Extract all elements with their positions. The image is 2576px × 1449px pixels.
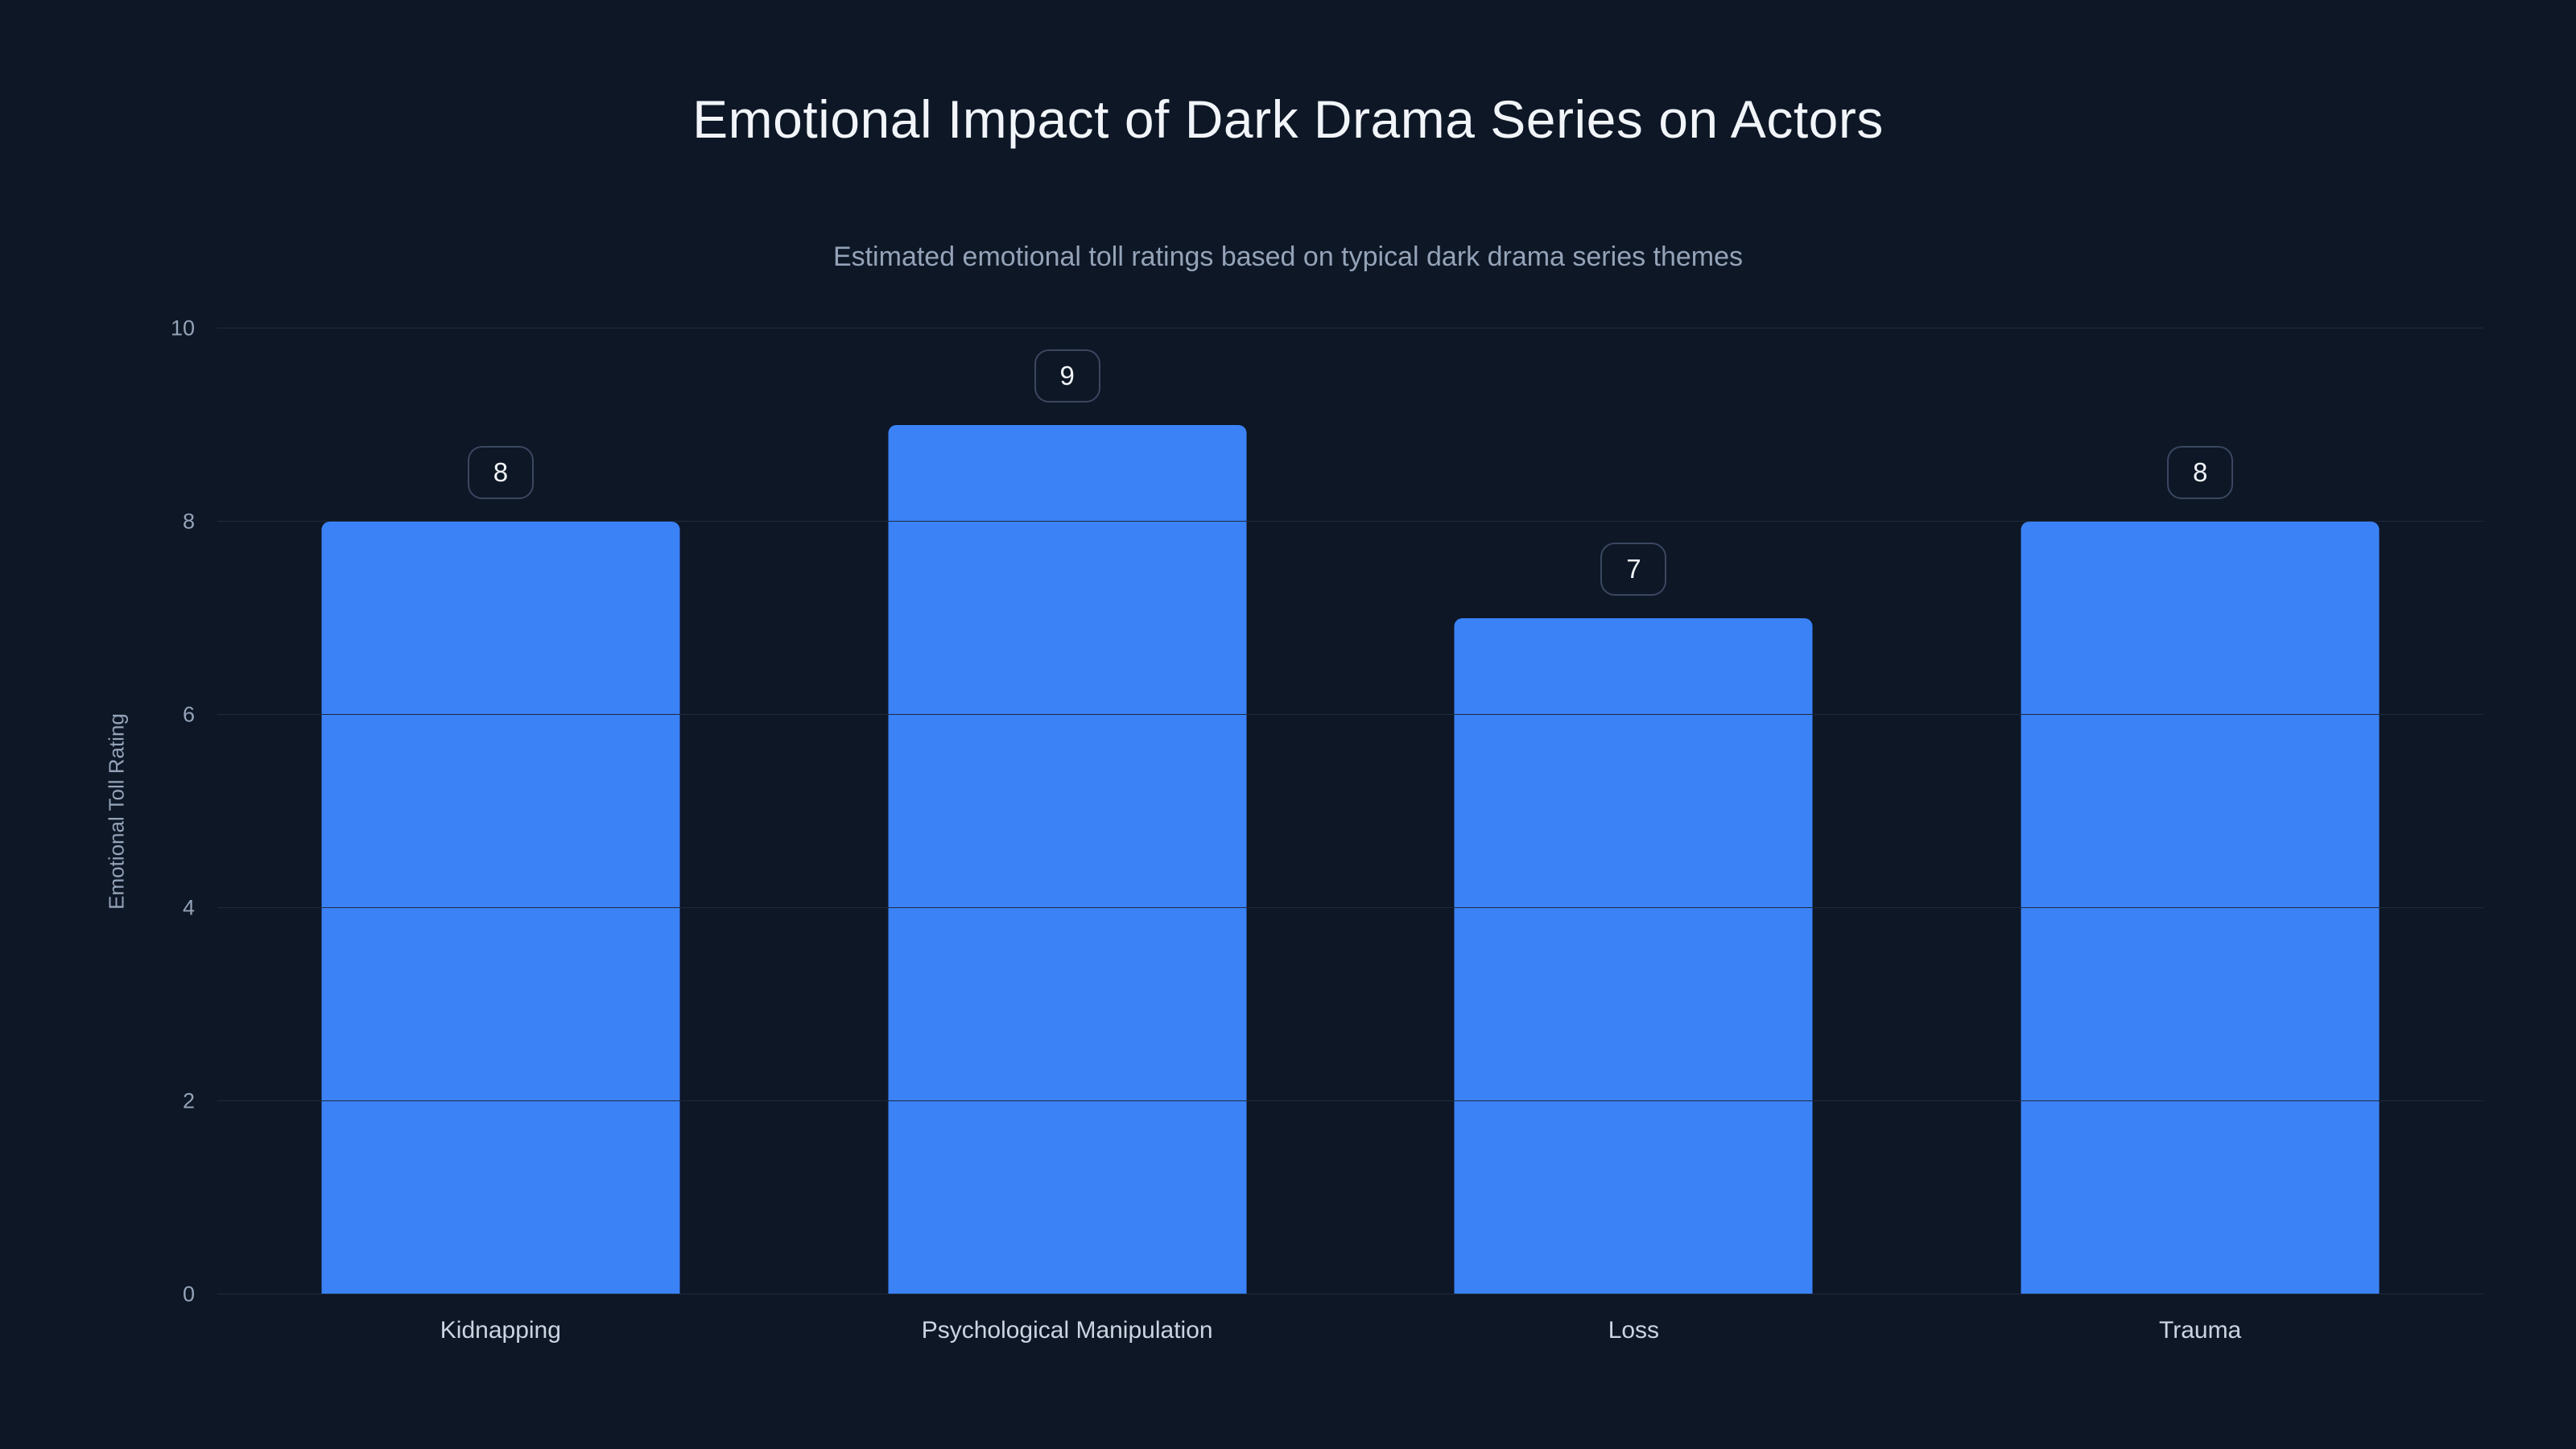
x-axis-labels: Kidnapping Psychological Manipulation Loss… [217,1317,2483,1344]
bar-loss [1454,618,1813,1294]
plot-area: 8 9 7 8 0 2 4 6 8 10 [171,316,2483,1307]
bar-column-psychological-manipulation: 9 [784,328,1351,1294]
gridline-6 [217,714,2483,715]
chart-subtitle: Estimated emotional toll ratings based o… [832,242,1744,272]
bar-column-loss: 7 [1351,328,1918,1294]
gridline-2 [217,1100,2483,1101]
y-tick-6: 6 [182,702,195,727]
y-tick-0: 0 [182,1282,195,1307]
bar-psychological-manipulation [888,425,1247,1294]
bar-kidnapping [321,522,680,1294]
chart-title: Emotional Impact of Dark Drama Series on… [692,89,1884,149]
bar-column-trauma: 8 [1917,328,2483,1294]
y-axis-label: Emotional Toll Rating [104,713,129,910]
x-tick-psychological-manipulation: Psychological Manipulation [921,1317,1213,1344]
gridline-8 [217,521,2483,522]
x-tick-trauma: Trauma [2159,1317,2242,1344]
bar-trauma [2021,522,2380,1294]
bars-container: 8 9 7 8 [217,328,2483,1294]
gridline-4 [217,907,2483,908]
value-badge-kidnapping: 8 [467,446,534,499]
bar-column-kidnapping: 8 [217,328,784,1294]
x-tick-loss: Loss [1608,1317,1660,1344]
value-badge-trauma: 8 [2167,446,2234,499]
value-badge-loss: 7 [1600,543,1667,596]
value-badge-psychological-manipulation: 9 [1034,349,1100,402]
y-tick-2: 2 [182,1088,195,1113]
x-tick-kidnapping: Kidnapping [440,1317,561,1344]
y-tick-10: 10 [170,316,195,341]
y-tick-8: 8 [182,509,195,534]
y-tick-4: 4 [182,895,195,920]
